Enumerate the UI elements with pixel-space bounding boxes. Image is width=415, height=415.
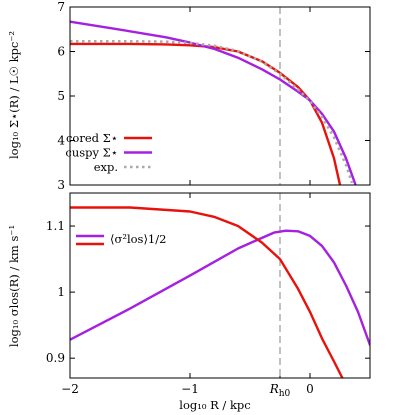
x-axis-label: log₁₀ R / kpc (179, 398, 250, 412)
bottom-series (70, 206, 370, 378)
bottom-y-axis-label: log₁₀ σlos(R) / km s⁻¹ (7, 225, 21, 347)
top-plot-frame (69, 6, 371, 186)
bottom-series-cored (70, 206, 344, 378)
bottom-xtick-label: −2 (61, 382, 79, 396)
legend-label-cuspy: cuspy Σ⋆ (65, 146, 118, 160)
top-series-cored (70, 42, 342, 185)
top-series-cuspy (70, 20, 357, 185)
top-legend: cored Σ⋆cuspy Σ⋆exp. (65, 131, 152, 174)
bottom-series-cuspy (70, 229, 370, 347)
top-ytick-label: 4 (57, 134, 65, 148)
legend-label-cored: cored Σ⋆ (66, 131, 118, 145)
bottom-ytick-label: 0.9 (46, 351, 65, 365)
bottom-xtick-label: −1 (181, 382, 199, 396)
top-y-axis-label: log₁₀ Σ⋆(R) / L☉ kpc⁻² (7, 31, 21, 159)
bottom-panel: 0.9 1 1.1 −2 −1 Rh0 0 ⟨σ²los⟩1/2 (46, 192, 371, 399)
bottom-ytick-label: 1.1 (46, 219, 65, 233)
top-ytick-label: 3 (57, 178, 65, 192)
legend-label-sigma: ⟨σ²los⟩1/2 (110, 232, 166, 246)
bottom-ytick-label: 1 (57, 285, 65, 299)
bottom-ticks: 0.9 1 1.1 −2 −1 Rh0 0 (46, 193, 370, 399)
top-series-exp-dotted (70, 39, 354, 184)
top-series (70, 20, 357, 185)
top-ytick-label: 5 (57, 89, 65, 103)
bottom-xtick-label: Rh0 (269, 382, 291, 399)
bottom-plot-frame (69, 192, 371, 379)
bottom-xtick-label: 0 (306, 382, 314, 396)
legend-label-exp: exp. (94, 160, 118, 174)
top-ytick-label: 6 (57, 45, 65, 59)
top-panel: 3 4 5 6 7 cored Σ⋆cuspy Σ⋆exp. (57, 0, 371, 192)
bottom-legend: ⟨σ²los⟩1/2 (76, 232, 166, 246)
top-ytick-label: 7 (57, 0, 65, 14)
